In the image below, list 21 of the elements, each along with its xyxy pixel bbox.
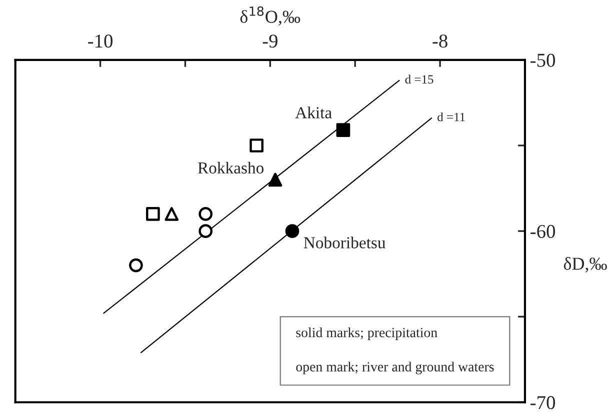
annotation: Rokkasho (198, 162, 264, 174)
annotation: Akita (295, 106, 332, 118)
point (250, 138, 264, 152)
y-tick-label: -70 (530, 396, 556, 410)
point (268, 172, 282, 187)
x-tick-label: -8 (432, 34, 448, 48)
x-tick-label: -9 (262, 34, 278, 48)
annotation: open mark; river and ground waters (296, 362, 494, 374)
y-tick-label: -50 (530, 54, 556, 67)
annotation: Noboribetsu (304, 236, 386, 248)
x-tick-label: -10 (88, 34, 113, 48)
x-axis-title: δ$^{18}$O,‰ (240, 6, 300, 26)
point (146, 207, 160, 221)
annotation: d =15 (405, 74, 434, 84)
point (164, 207, 179, 221)
point (285, 224, 300, 238)
point (336, 123, 350, 138)
y-tick-label: -60 (530, 224, 556, 238)
annotation: solid marks; precipitation (296, 327, 438, 340)
y-axis-title: δD,‰ (564, 257, 607, 272)
annotation: d =11 (438, 112, 465, 122)
